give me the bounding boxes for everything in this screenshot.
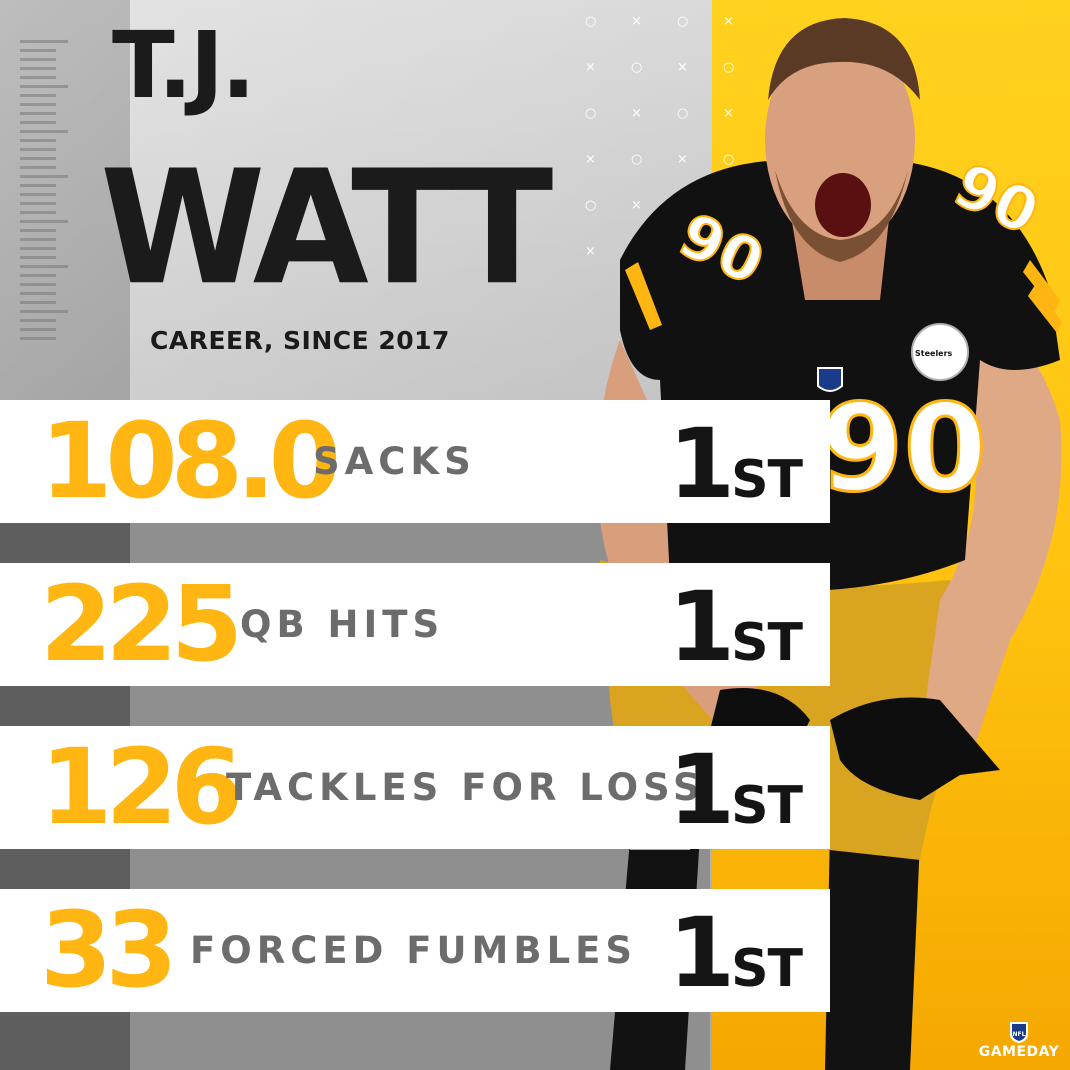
pattern-mark: × <box>723 14 734 29</box>
ruler-tick <box>20 175 68 178</box>
pattern-mark: × <box>723 106 734 121</box>
player-beard <box>775 170 908 262</box>
pattern-mark: ○ <box>677 14 689 29</box>
pattern-mark: ○ <box>723 60 735 75</box>
svg-text:Steelers: Steelers <box>915 349 953 358</box>
stat-rank: 1ST <box>668 897 803 1009</box>
stat-row-tackles-for-loss: 126 TACKLES FOR LOSS 1ST <box>0 726 830 849</box>
pattern-mark: ○ <box>631 152 643 167</box>
pattern-mark: ○ <box>585 14 597 29</box>
pattern-mark: × <box>585 244 596 259</box>
jersey-stripe <box>1028 285 1062 333</box>
stat-label: QB HITS <box>240 603 445 646</box>
ruler-tick <box>20 76 56 79</box>
pattern-mark: ○ <box>677 106 689 121</box>
player-hair <box>768 18 920 100</box>
x-o-pattern-decoration: ○×○××○×○○×○××○×○○××○ <box>585 15 755 265</box>
stat-value: 225 <box>40 563 243 685</box>
ruler-tick <box>20 337 56 340</box>
stat-value: 126 <box>40 726 243 848</box>
ruler-tick <box>20 292 56 295</box>
ruler-tick <box>20 67 56 70</box>
stat-label: FORCED FUMBLES <box>190 929 638 972</box>
pattern-mark: ○ <box>585 198 597 213</box>
player-mouth <box>815 173 871 237</box>
ruler-tick <box>20 193 56 196</box>
ruler-tick <box>20 265 68 268</box>
pattern-mark: × <box>631 106 642 121</box>
yard-ruler-decoration <box>20 40 68 340</box>
ruler-tick <box>20 220 68 223</box>
row-gap-shadow <box>0 1012 710 1070</box>
player-first-name: T.J. <box>112 12 256 119</box>
stat-rank: 1ST <box>668 408 803 520</box>
ruler-tick <box>20 112 56 115</box>
ruler-tick <box>20 121 56 124</box>
svg-text:NFL: NFL <box>1013 1031 1026 1038</box>
ruler-tick <box>20 238 56 241</box>
row-gap-shadow <box>0 849 710 889</box>
ruler-tick <box>20 202 56 205</box>
ruler-tick <box>20 94 56 97</box>
ruler-tick <box>20 274 56 277</box>
stat-value: 108.0 <box>40 400 341 522</box>
pattern-mark: × <box>631 14 642 29</box>
pattern-mark: × <box>631 198 642 213</box>
stat-row-forced-fumbles: 33 FORCED FUMBLES 1ST <box>0 889 830 1012</box>
ruler-tick <box>20 283 56 286</box>
ruler-tick <box>20 229 56 232</box>
ruler-tick <box>20 85 68 88</box>
ruler-tick <box>20 166 56 169</box>
ruler-tick <box>20 58 56 61</box>
ruler-tick <box>20 49 56 52</box>
subtitle: CAREER, SINCE 2017 <box>150 326 450 355</box>
ruler-tick <box>20 139 56 142</box>
ruler-tick <box>20 157 56 160</box>
ruler-tick <box>20 148 56 151</box>
ruler-tick <box>20 301 56 304</box>
row-gap-shadow <box>0 686 710 726</box>
ruler-tick <box>20 319 56 322</box>
nfl-gameday-logo: NFL GAMEDAY <box>978 1020 1060 1066</box>
pattern-mark: ○ <box>631 60 643 75</box>
pattern-mark: × <box>677 60 688 75</box>
pattern-mark: × <box>585 152 596 167</box>
ruler-tick <box>20 256 56 259</box>
ruler-tick <box>20 184 56 187</box>
pattern-mark: × <box>677 152 688 167</box>
ruler-tick <box>20 247 56 250</box>
stat-label: TACKLES FOR LOSS <box>226 766 705 809</box>
ruler-tick <box>20 328 56 331</box>
player-head <box>765 32 915 248</box>
logo-wordmark: GAMEDAY <box>978 1044 1060 1060</box>
nfl-shield-icon: NFL <box>1010 1022 1028 1043</box>
jersey-stripe <box>625 262 662 330</box>
ruler-tick <box>20 310 68 313</box>
stat-value: 33 <box>40 889 178 1011</box>
pattern-mark: × <box>585 60 596 75</box>
steelers-logo-patch: Steelers <box>911 323 969 381</box>
player-arm <box>920 329 1062 760</box>
stat-row-qb-hits: 225 QB HITS 1ST <box>0 563 830 686</box>
nfl-collar-shield <box>817 367 843 392</box>
ruler-tick <box>20 130 68 133</box>
jersey-stripe <box>1023 260 1060 312</box>
pattern-mark: ○ <box>585 106 597 121</box>
ruler-tick <box>20 211 56 214</box>
stat-rank: 1ST <box>668 571 803 683</box>
ruler-tick <box>20 40 68 43</box>
stat-row-sacks: 108.0 SACKS 1ST <box>0 400 830 523</box>
player-glove <box>830 697 1000 800</box>
pattern-mark: ○ <box>723 152 735 167</box>
ruler-tick <box>20 103 56 106</box>
jersey-number-chest: 90 <box>820 380 987 519</box>
player-last-name: WATT <box>100 137 553 321</box>
stat-label: SACKS <box>313 440 476 483</box>
player-leg <box>825 830 920 1070</box>
stat-rank: 1ST <box>668 734 803 846</box>
row-gap-shadow <box>0 523 710 563</box>
